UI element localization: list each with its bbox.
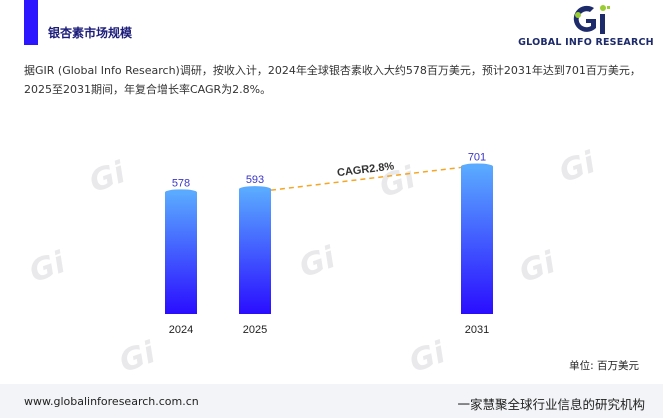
category-label-2024: 2024 bbox=[169, 324, 193, 336]
value-label-2024: 578 bbox=[172, 177, 190, 189]
section-title: 银杏素市场规模 bbox=[48, 26, 133, 40]
bar-2024 bbox=[165, 192, 197, 314]
category-label-2031: 2031 bbox=[465, 324, 489, 336]
logo-mark-icon bbox=[573, 5, 610, 34]
bar-2031 bbox=[461, 166, 493, 314]
footer-url: www.globalinforesearch.com.cn bbox=[24, 395, 199, 408]
bar-cap-2025 bbox=[239, 186, 271, 193]
cagr-trend-line bbox=[270, 166, 462, 191]
value-label-2031: 701 bbox=[468, 151, 486, 163]
bar-cap-2024 bbox=[165, 189, 197, 196]
bar-cap-2031 bbox=[461, 163, 493, 170]
category-label-2025: 2025 bbox=[243, 324, 267, 336]
title-accent-bar bbox=[24, 0, 38, 45]
footer-slogan: 一家慧聚全球行业信息的研究机构 bbox=[457, 397, 645, 412]
company-logo: GLOBAL INFO RESEARCH bbox=[516, 2, 656, 54]
unit-label: 单位: 百万美元 bbox=[569, 360, 639, 372]
footer: www.globalinforesearch.com.cn 一家慧聚全球行业信息… bbox=[0, 384, 663, 418]
intro-paragraph: 据GIR (Global Info Research)调研，按收入计，2024年… bbox=[24, 64, 641, 96]
value-label-2025: 593 bbox=[246, 174, 264, 186]
cagr-annotation: CAGR2.8% bbox=[336, 160, 395, 179]
bar-2025 bbox=[239, 189, 271, 314]
logo-text: GLOBAL INFO RESEARCH bbox=[518, 37, 654, 48]
